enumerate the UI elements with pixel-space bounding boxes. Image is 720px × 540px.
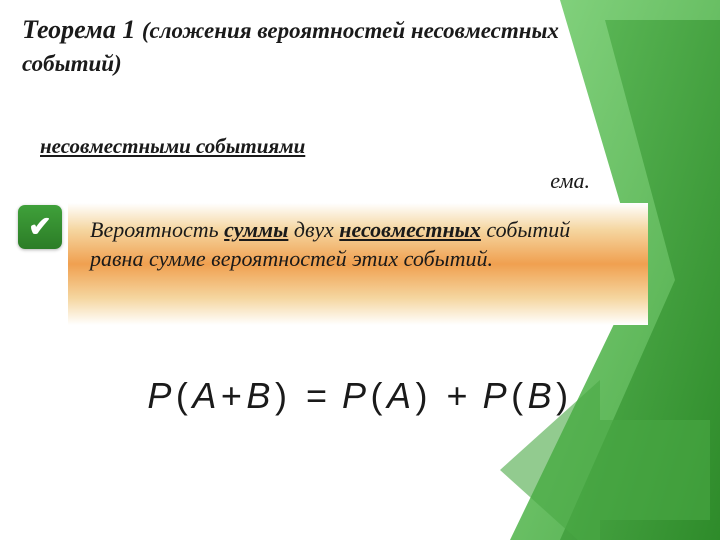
theorem-statement: Вероятность суммы двух несовместных собы… <box>90 216 580 273</box>
probability-formula: P(A+B) = P(A) + P(B) <box>0 375 720 417</box>
checkmark-bg: ✔ <box>18 205 62 249</box>
stmt-em-sum: суммы <box>224 217 288 242</box>
title-part1: Теорема 1 <box>22 15 142 44</box>
checkmark-badge: ✔ <box>18 205 62 249</box>
theorem-title: Теорема 1 (сложения вероятностей несовме… <box>22 14 582 79</box>
stmt-p2: двух <box>288 217 339 242</box>
stmt-em-incompat: несовместных <box>339 217 481 242</box>
subheading-term: несовместными событиями <box>40 134 305 159</box>
stmt-p1: Вероятность <box>90 217 224 242</box>
partial-text-fragment: ема. <box>550 168 590 194</box>
check-icon: ✔ <box>28 210 51 244</box>
